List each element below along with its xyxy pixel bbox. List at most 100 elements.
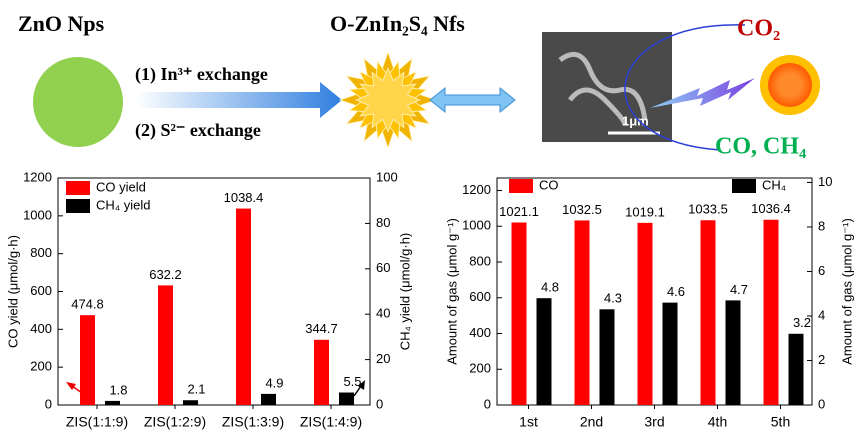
x-tick-label: ZIS(1:2:9) — [144, 414, 206, 430]
y-tick-label: 0 — [484, 396, 491, 411]
legend-swatch — [66, 199, 90, 213]
value-label: 4.7 — [730, 282, 748, 297]
y2-tick-label: 60 — [376, 260, 390, 275]
y2-axis-label: CH₄ yield (μmol/g·h) — [397, 233, 412, 351]
legend-label: CH₄ yield — [96, 197, 150, 212]
y2-tick-label: 0 — [818, 396, 825, 411]
x-tick-label: 5th — [771, 414, 790, 430]
value-label: 5.5 — [343, 374, 361, 389]
bar — [599, 309, 615, 405]
bar — [314, 339, 329, 405]
y-tick-label: 1200 — [23, 169, 52, 184]
value-label: 1038.4 — [224, 190, 264, 205]
value-label: 4.3 — [604, 291, 622, 306]
lightning — [650, 78, 755, 108]
bar — [105, 400, 120, 405]
y2-tick-label: 6 — [818, 263, 825, 278]
bar — [80, 315, 95, 405]
arrowhead-right — [358, 380, 365, 390]
bar — [183, 400, 198, 405]
sun — [768, 63, 812, 107]
x-tick-label: ZIS(1:1:9) — [66, 414, 128, 430]
y2-tick-label: 0 — [376, 396, 383, 411]
bar — [574, 220, 590, 405]
y2-tick-label: 80 — [376, 215, 390, 230]
y-tick-label: 600 — [30, 283, 52, 298]
zno-sphere — [33, 57, 123, 147]
y2-tick-label: 100 — [376, 169, 398, 184]
x-tick-label: ZIS(1:3:9) — [222, 414, 284, 430]
value-label: 1021.1 — [499, 204, 539, 219]
bar — [158, 285, 173, 405]
value-label: 1.8 — [109, 382, 127, 397]
co2-label: CO₂ — [737, 16, 780, 42]
bar — [637, 222, 653, 405]
bar — [725, 300, 741, 405]
legend-label: CO — [539, 177, 559, 192]
flow-curve — [624, 24, 746, 151]
bar — [511, 222, 527, 405]
sem-texture — [558, 51, 648, 126]
value-label: 1033.5 — [688, 202, 728, 217]
x-tick-label: 3rd — [644, 414, 664, 430]
nanoflower — [338, 50, 438, 150]
y2-tick-label: 2 — [818, 352, 825, 367]
bar — [339, 392, 354, 405]
arrow-right — [353, 385, 362, 397]
value-label: 344.7 — [305, 321, 338, 336]
bar — [700, 220, 716, 405]
bar — [236, 208, 251, 405]
y-tick-label: 400 — [469, 325, 491, 340]
x-tick-label: 1st — [519, 414, 538, 430]
y-tick-label: 200 — [30, 359, 52, 374]
legend-label: CH₄ — [762, 177, 786, 192]
legend-label: CO yield — [96, 179, 146, 194]
value-label: 1036.4 — [751, 201, 791, 216]
value-label: 3.2 — [793, 315, 811, 330]
value-label: 2.1 — [187, 382, 205, 397]
bar — [763, 219, 779, 405]
y-axis-label: CO yield (μmol/g·h) — [5, 235, 20, 348]
y-tick-label: 0 — [45, 396, 52, 411]
y-tick-label: 1200 — [462, 182, 491, 197]
y2-tick-label: 4 — [818, 307, 825, 322]
zno-label: ZnO Nps — [18, 11, 105, 36]
scale-text: 1μm — [622, 113, 649, 128]
exchange-arrow — [135, 82, 342, 118]
y2-tick-label: 20 — [376, 351, 390, 366]
double-arrow — [429, 86, 516, 114]
nfs-label: O-ZnIn₂S₄ Nfs — [330, 11, 465, 36]
value-label: 4.8 — [541, 280, 559, 295]
step2: (2) S²⁻ exchange — [135, 120, 261, 141]
value-label: 1032.5 — [562, 202, 602, 217]
x-tick-label: 4th — [708, 414, 727, 430]
products-label: CO, CH₄ — [715, 134, 806, 160]
bar — [536, 298, 552, 405]
x-tick-label: 2nd — [580, 414, 603, 430]
value-label: 474.8 — [71, 297, 104, 312]
y2-tick-label: 40 — [376, 306, 390, 321]
step1: (1) In³⁺ exchange — [135, 64, 268, 85]
arrowhead-left — [66, 382, 76, 390]
y2-tick-label: 10 — [818, 174, 832, 189]
bar — [788, 333, 804, 405]
value-label: 1019.1 — [625, 204, 665, 219]
scheme: ZnO Nps (1) In³⁺ exchange (2) S²⁻ exchan… — [18, 11, 820, 160]
legend-swatch — [732, 179, 756, 193]
y-tick-label: 400 — [30, 321, 52, 336]
bar — [662, 302, 678, 405]
y-axis-label: Amount of gas (μmol g⁻¹) — [444, 218, 459, 365]
y-tick-label: 800 — [469, 253, 491, 268]
value-label: 632.2 — [149, 267, 182, 282]
value-label: 4.6 — [667, 284, 685, 299]
y-tick-label: 800 — [30, 245, 52, 260]
y2-axis-label: Amount of gas (μmol g⁻¹) — [839, 218, 854, 365]
value-label: 4.9 — [265, 375, 283, 390]
y-tick-label: 1000 — [23, 207, 52, 222]
y-tick-label: 600 — [469, 289, 491, 304]
bar — [261, 393, 276, 405]
petals — [354, 66, 422, 134]
x-tick-label: ZIS(1:4:9) — [300, 414, 362, 430]
legend-swatch — [66, 181, 90, 195]
